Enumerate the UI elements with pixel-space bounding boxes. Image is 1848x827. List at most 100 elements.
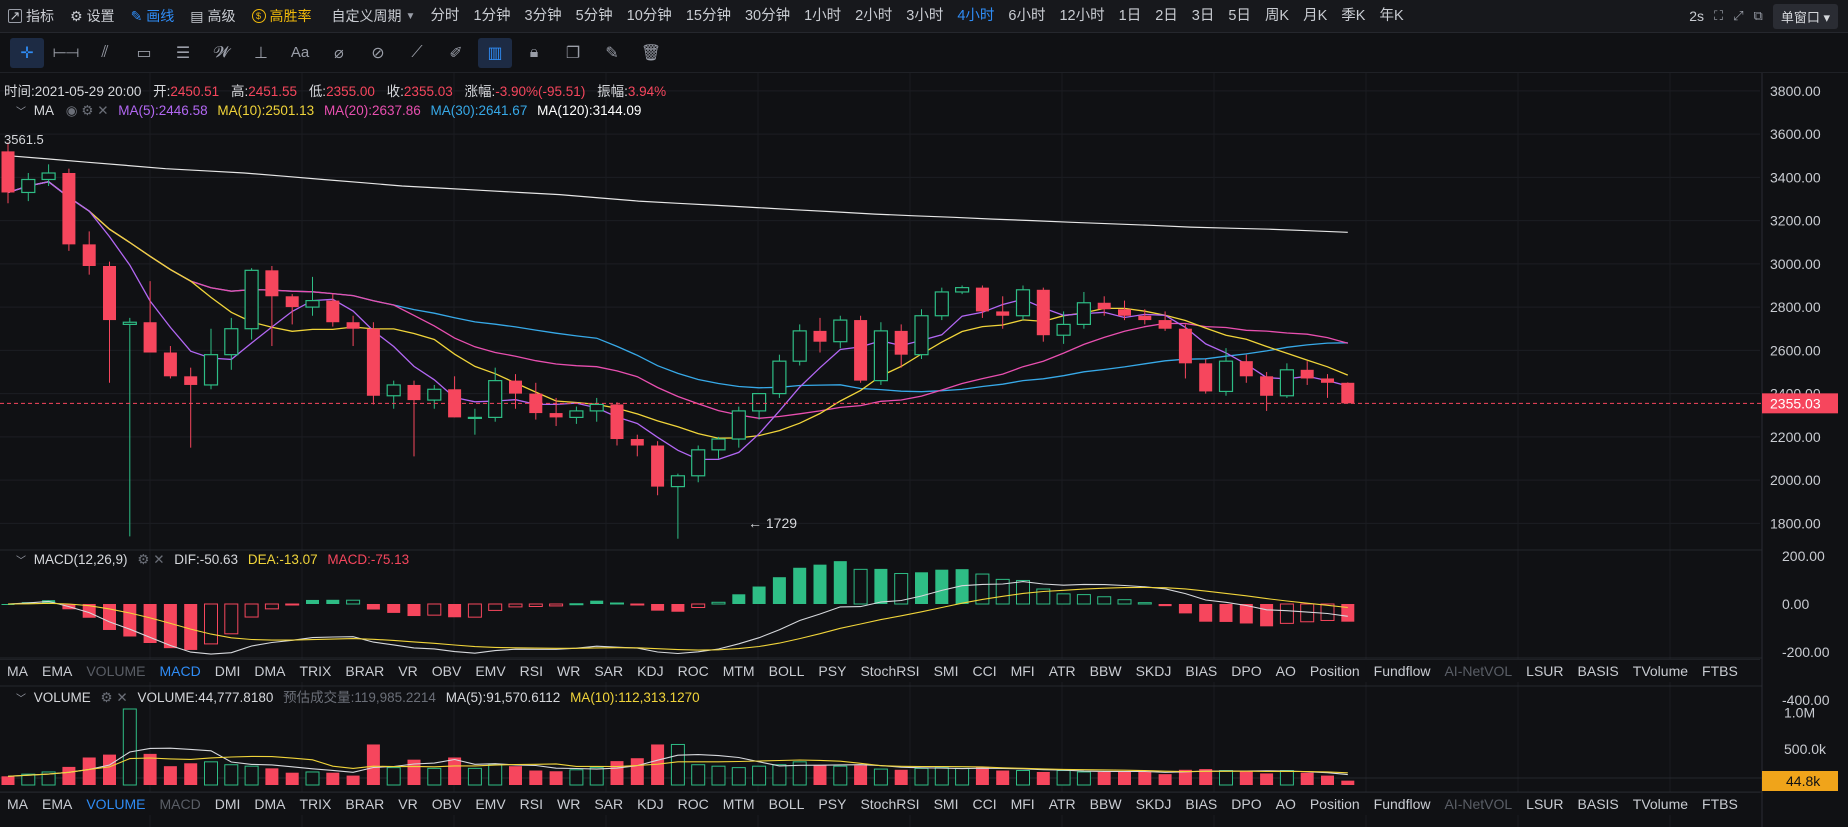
chart-canvas[interactable]: 3800.00 3600.00 3400.00 3200.00 3000.00 2800.… xyxy=(0,73,1848,827)
period-1[interactable]: 1分钟 xyxy=(473,8,511,24)
indicator-tab-fundflow[interactable]: Fundflow xyxy=(1373,796,1431,812)
indicator-tab-bias[interactable]: BIAS xyxy=(1185,663,1218,679)
ruler-icon[interactable]: ⟋ xyxy=(411,43,423,61)
refresh-interval[interactable]: 2s xyxy=(1689,8,1705,24)
period-4[interactable]: 10分钟 xyxy=(626,8,672,24)
gear-icon[interactable]: ⚙ xyxy=(81,103,94,118)
period-7[interactable]: 1小时 xyxy=(804,8,842,24)
popout-icon[interactable]: ⧉ xyxy=(1753,8,1763,23)
indicator-tab-psy[interactable]: PSY xyxy=(818,796,847,812)
indicator-tab-dmi[interactable]: DMI xyxy=(214,663,241,679)
parallel-channel-icon[interactable]: ☰ xyxy=(175,44,191,62)
edit-icon[interactable]: ✎ xyxy=(605,44,619,62)
custom-period-dropdown[interactable]: 自定义周期 ▼ xyxy=(324,0,424,32)
indicator-tab-dma[interactable]: DMA xyxy=(254,796,286,812)
close-icon[interactable]: ✕ xyxy=(153,552,165,567)
indicator-tab-ma[interactable]: MA xyxy=(7,663,28,679)
window-mode-dropdown[interactable]: 单窗口 ▾ xyxy=(1772,3,1838,29)
period-8[interactable]: 2小时 xyxy=(855,8,893,24)
indicator-tab-brar[interactable]: BRAR xyxy=(345,796,385,812)
indicator-tab-macd[interactable]: MACD xyxy=(159,796,201,812)
indicator-tab-atr[interactable]: ATR xyxy=(1048,796,1076,812)
period-12[interactable]: 12小时 xyxy=(1059,8,1105,24)
indicator-tab-tvolume[interactable]: TVolume xyxy=(1632,796,1689,812)
indicator-tab-ftbs[interactable]: FTBS xyxy=(1702,663,1738,679)
indicator-tab-lsur[interactable]: LSUR xyxy=(1526,796,1564,812)
indicator-tab-dpo[interactable]: DPO xyxy=(1231,663,1262,679)
indicator-tab-ma[interactable]: MA xyxy=(7,796,28,812)
indicator-tab-roc[interactable]: ROC xyxy=(677,663,709,679)
gear-icon[interactable]: ⚙ xyxy=(100,690,113,705)
period-10[interactable]: 4小时 xyxy=(957,8,995,24)
period-15[interactable]: 3日 xyxy=(1191,8,1215,24)
close-icon[interactable]: ✕ xyxy=(97,103,109,118)
indicator-tab-dma[interactable]: DMA xyxy=(254,663,286,679)
indicator-tab-roc[interactable]: ROC xyxy=(677,796,709,812)
period-19[interactable]: 季K xyxy=(1341,8,1366,24)
indicator-tab-kdj[interactable]: KDJ xyxy=(637,663,664,679)
indicator-tab-wr[interactable]: WR xyxy=(557,663,581,679)
indicator-tab-smi[interactable]: SMI xyxy=(933,663,959,679)
indicator-tab-dmi[interactable]: DMI xyxy=(214,796,241,812)
indicator-tab-lsur[interactable]: LSUR xyxy=(1526,663,1564,679)
period-16[interactable]: 5日 xyxy=(1228,8,1251,24)
brush-icon[interactable]: ✐ xyxy=(449,44,463,62)
indicator-tab-ema[interactable]: EMA xyxy=(42,663,73,679)
indicator-tab-smi[interactable]: SMI xyxy=(933,796,959,812)
indicator-tab-bbw[interactable]: BBW xyxy=(1089,663,1122,679)
settings-button[interactable]: ⚙ 设置 xyxy=(62,0,123,32)
indicator-tab-trix[interactable]: TRIX xyxy=(299,796,332,812)
indicator-tab-ao[interactable]: AO xyxy=(1275,796,1296,812)
indicator-tab-fundflow[interactable]: Fundflow xyxy=(1373,663,1431,679)
copy-icon[interactable]: ❐ xyxy=(565,44,581,62)
indicator-tab-mtm[interactable]: MTM xyxy=(722,663,755,679)
text-icon[interactable]: Aa xyxy=(290,44,310,61)
period-20[interactable]: 年K xyxy=(1379,8,1404,24)
period-13[interactable]: 1日 xyxy=(1118,8,1142,24)
indicator-tab-stochrsi[interactable]: StochRSI xyxy=(860,796,920,812)
period-0[interactable]: 分时 xyxy=(430,8,460,24)
period-5[interactable]: 15分钟 xyxy=(685,8,731,24)
indicator-tab-cci[interactable]: CCI xyxy=(972,796,997,812)
indicator-tab-rsi[interactable]: RSI xyxy=(519,663,544,679)
period-18[interactable]: 月K xyxy=(1303,8,1328,24)
eye-icon[interactable]: ◉ xyxy=(65,103,78,118)
measure-icon[interactable]: ⊥ xyxy=(254,44,268,62)
gear-icon[interactable]: ⚙ xyxy=(137,552,150,567)
period-17[interactable]: 周K xyxy=(1264,8,1290,24)
indicator-tab-obv[interactable]: OBV xyxy=(431,796,462,812)
indicator-tab-trix[interactable]: TRIX xyxy=(299,663,332,679)
trash-icon[interactable]: 🗑︎ xyxy=(640,44,662,62)
indicator-tab-dpo[interactable]: DPO xyxy=(1231,796,1262,812)
period-9[interactable]: 3小时 xyxy=(906,8,944,24)
close-icon[interactable]: ✕ xyxy=(116,690,128,705)
indicator-tab-mfi[interactable]: MFI xyxy=(1010,663,1035,679)
indicator-tab-mtm[interactable]: MTM xyxy=(722,796,755,812)
indicator-tab-volume[interactable]: VOLUME xyxy=(86,796,146,812)
horizontal-line-icon[interactable]: ⟝⟞ xyxy=(52,43,80,61)
indicator-tab-cci[interactable]: CCI xyxy=(972,663,997,679)
indicator-tab-boll[interactable]: BOLL xyxy=(768,796,805,812)
indicator-button[interactable]: ↗ 指标 xyxy=(0,0,62,32)
period-14[interactable]: 2日 xyxy=(1155,8,1178,24)
rectangle-icon[interactable]: ▭ xyxy=(136,44,152,62)
indicator-tab-bias[interactable]: BIAS xyxy=(1185,796,1218,812)
indicator-tab-obv[interactable]: OBV xyxy=(431,663,462,679)
indicator-tab-brar[interactable]: BRAR xyxy=(345,663,385,679)
indicator-tab-mfi[interactable]: MFI xyxy=(1010,796,1035,812)
indicator-tab-tvolume[interactable]: TVolume xyxy=(1632,663,1689,679)
indicator-tab-sar[interactable]: SAR xyxy=(594,663,624,679)
indicator-tab-kdj[interactable]: KDJ xyxy=(637,796,664,812)
indicator-tab-basis[interactable]: BASIS xyxy=(1577,663,1619,679)
indicator-tab-atr[interactable]: ATR xyxy=(1048,663,1076,679)
indicator-tab-psy[interactable]: PSY xyxy=(818,663,847,679)
indicator-tab-ema[interactable]: EMA xyxy=(42,796,73,812)
indicator-tab-ftbs[interactable]: FTBS xyxy=(1702,796,1738,812)
indicator-tab-stochrsi[interactable]: StochRSI xyxy=(860,663,920,679)
indicator-tab-boll[interactable]: BOLL xyxy=(768,663,805,679)
indicator-tab-bbw[interactable]: BBW xyxy=(1089,796,1122,812)
indicator-tab-position[interactable]: Position xyxy=(1309,663,1360,679)
collapse-icon[interactable]: ﹀ xyxy=(16,556,26,567)
collapse-icon[interactable]: ﹀ xyxy=(16,107,26,118)
indicator-tab-rsi[interactable]: RSI xyxy=(519,796,544,812)
